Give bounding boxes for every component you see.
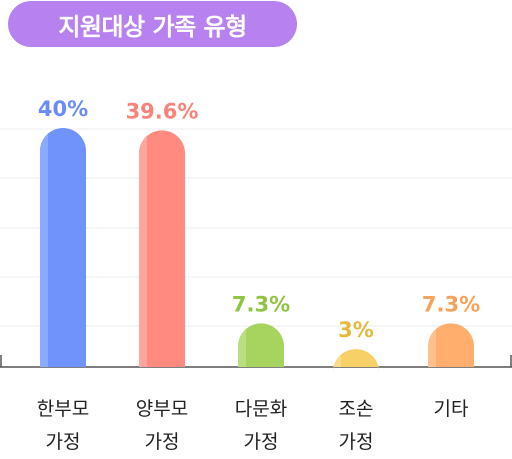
category-label-line1: 양부모 bbox=[135, 398, 189, 420]
category-label-line2: 가정 bbox=[338, 431, 374, 453]
category-label-line2: 가정 bbox=[243, 431, 279, 453]
category-label-line1: 다문화 bbox=[234, 398, 288, 420]
category-label-line1: 한부모 bbox=[36, 398, 90, 420]
bar-0 bbox=[40, 128, 86, 367]
category-label-line1: 조손 bbox=[338, 398, 374, 420]
category-label-line2: 가정 bbox=[45, 431, 81, 453]
bar-1 bbox=[139, 130, 185, 367]
value-label-0: 40% bbox=[38, 97, 88, 121]
bar-highlight-1 bbox=[139, 130, 147, 367]
category-label-4: 기타 bbox=[401, 393, 501, 426]
bar-3 bbox=[333, 349, 379, 373]
bar-highlight-4 bbox=[428, 323, 436, 367]
bar-highlight-3 bbox=[333, 349, 341, 367]
category-label-line2: 가정 bbox=[144, 431, 180, 453]
value-label-1: 39.6% bbox=[126, 99, 199, 123]
bar-highlight-2 bbox=[238, 323, 246, 367]
bar-highlight-0 bbox=[40, 128, 48, 367]
value-label-3: 3% bbox=[338, 318, 374, 342]
chart-title: 지원대상 가족 유형 bbox=[8, 1, 297, 47]
value-label-4: 7.3% bbox=[422, 292, 480, 316]
bar-2 bbox=[238, 323, 284, 367]
category-label-line1: 기타 bbox=[433, 398, 469, 420]
bar-4 bbox=[428, 323, 474, 367]
value-label-2: 7.3% bbox=[232, 292, 290, 316]
